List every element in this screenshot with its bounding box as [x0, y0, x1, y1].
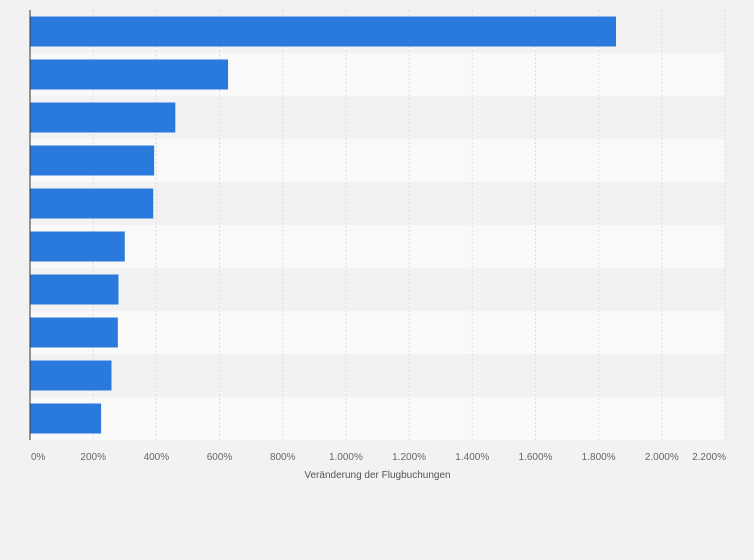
- x-tick-label: 2.200%: [692, 452, 726, 463]
- x-tick-labels: 0% 200% 400% 600% 800% 1.000% 1.200% 1.400% 1.60…: [31, 452, 726, 463]
- x-tick-label: 0%: [31, 452, 46, 463]
- x-tick-label: 200%: [80, 452, 106, 463]
- row-band: [30, 225, 725, 268]
- x-tick-label: 1.200%: [392, 452, 426, 463]
- row-band: [30, 268, 725, 311]
- x-axis-title: Veränderung der Flugbuchungen: [304, 470, 450, 481]
- x-tick-label: 800%: [270, 452, 296, 463]
- x-tick-label: 1.800%: [582, 452, 616, 463]
- x-tick-label: 1.400%: [455, 452, 489, 463]
- row-band: [30, 397, 725, 440]
- bar: [30, 145, 155, 176]
- x-tick-label: 1.600%: [518, 452, 552, 463]
- bar: [30, 16, 617, 47]
- bar: [30, 188, 154, 219]
- x-tick-label: 600%: [207, 452, 233, 463]
- bar: [30, 317, 118, 348]
- bar: [30, 59, 229, 90]
- row-band: [30, 311, 725, 354]
- bars: [30, 16, 617, 434]
- bar: [30, 360, 112, 391]
- row-band: [30, 354, 725, 397]
- bar: [30, 102, 176, 133]
- bar: [30, 231, 125, 262]
- bar: [30, 403, 102, 434]
- bar: [30, 274, 119, 305]
- x-tick-label: 400%: [144, 452, 170, 463]
- x-tick-label: 1.000%: [329, 452, 363, 463]
- x-tick-label: 2.000%: [645, 452, 679, 463]
